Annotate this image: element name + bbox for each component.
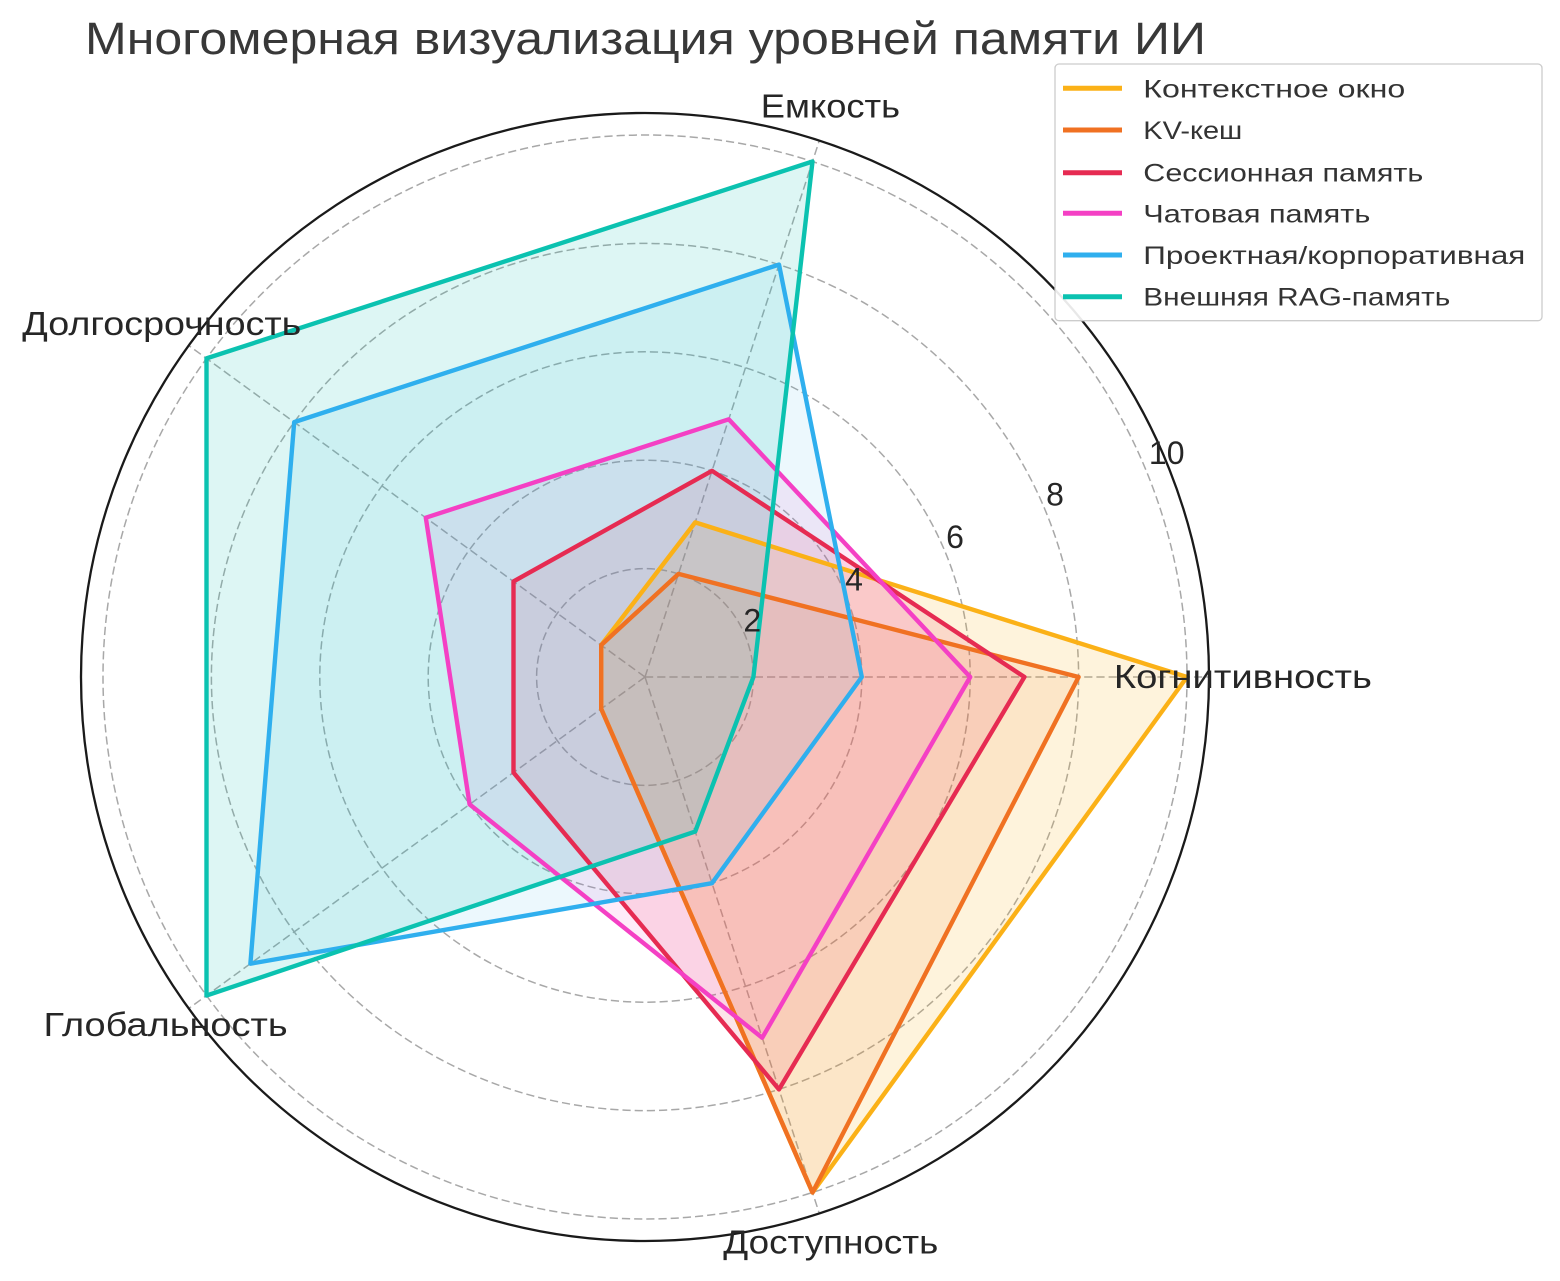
svg-text:10: 10 (1149, 435, 1185, 471)
svg-text:2: 2 (743, 603, 761, 639)
svg-text:Когнитивность: Когнитивность (1114, 658, 1372, 695)
svg-text:Многомерная визуализация уровн: Многомерная визуализация уровней памяти … (85, 13, 1206, 64)
svg-text:8: 8 (1046, 477, 1064, 513)
svg-text:Долгосрочность: Долгосрочность (22, 305, 301, 342)
svg-text:KV-кеш: KV-кеш (1143, 117, 1242, 145)
svg-text:Чатовая память: Чатовая память (1143, 200, 1370, 228)
svg-text:Проектная/корпоративная: Проектная/корпоративная (1143, 242, 1525, 270)
svg-text:Глобальность: Глобальность (44, 1006, 288, 1043)
svg-text:Внешняя RAG-память: Внешняя RAG-память (1143, 284, 1450, 312)
svg-text:Сессионная память: Сессионная память (1143, 160, 1423, 188)
svg-text:Контекстное окно: Контекстное окно (1143, 75, 1405, 103)
svg-text:Емкость: Емкость (761, 87, 900, 124)
svg-text:6: 6 (946, 519, 964, 555)
svg-text:4: 4 (845, 562, 863, 598)
svg-text:Доступность: Доступность (723, 1224, 938, 1261)
